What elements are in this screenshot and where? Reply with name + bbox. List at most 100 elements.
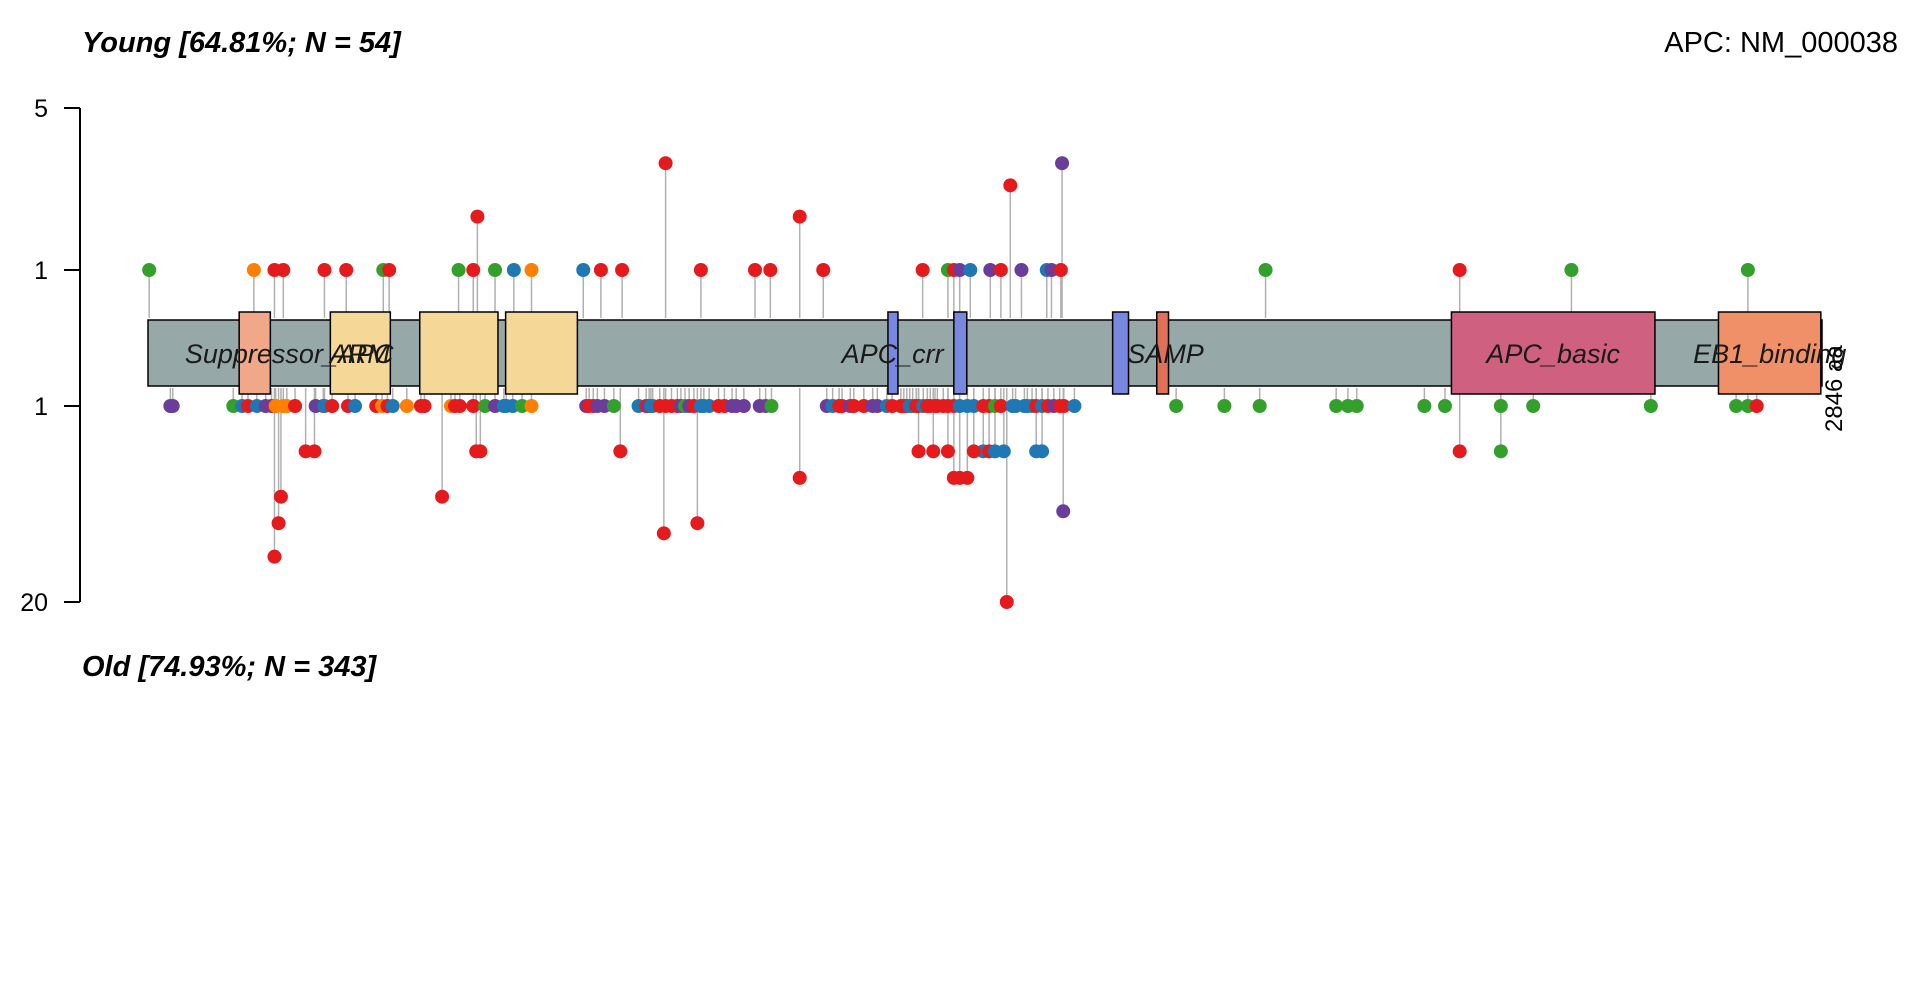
- top-mutation-dot: [470, 209, 485, 224]
- top-mutation-dot: [1740, 263, 1755, 277]
- y-tick-label: 5: [34, 95, 48, 123]
- domain-label: ARM: [328, 339, 391, 369]
- bottom-mutation-dot: [764, 399, 779, 413]
- top-mutation-dot: [317, 263, 332, 277]
- bottom-mutation-dot: [399, 399, 414, 413]
- top-mutation-dot: [963, 263, 978, 277]
- top-mutation-dot: [382, 263, 397, 277]
- bottom-mutation-dot: [1452, 444, 1467, 459]
- top-mutation-dot: [763, 263, 778, 277]
- y-tick-label: 1: [34, 257, 48, 285]
- bottom-mutation-dot: [452, 399, 467, 413]
- protein-domain: [418, 311, 499, 395]
- top-mutation-dot: [142, 263, 157, 277]
- bottom-mutation-dot: [1349, 399, 1364, 413]
- bottom-mutation-dot: [1035, 444, 1050, 459]
- protein-domain: [238, 311, 272, 395]
- protein-domain: [953, 311, 968, 395]
- bottom-mutation-dot: [993, 399, 1008, 413]
- bottom-mutation-dot: [966, 444, 981, 459]
- domain-label: APC_crr: [840, 339, 945, 369]
- top-mutation-dot: [983, 263, 998, 277]
- top-mutation-dot: [1564, 263, 1579, 277]
- bottom-mutation-dot: [960, 470, 975, 485]
- top-mutation-dot: [506, 263, 521, 277]
- protein-domain: [1717, 311, 1822, 395]
- top-mutation-dot: [339, 263, 354, 277]
- bottom-mutation-dot: [1067, 399, 1082, 413]
- y-tick-label: 20: [20, 589, 48, 617]
- top-mutation-dot: [451, 263, 466, 277]
- top-mutation-dot: [524, 263, 539, 277]
- protein-domain: [887, 311, 899, 395]
- bottom-mutation-dot: [1056, 504, 1071, 519]
- bottom-mutation-dot: [1729, 399, 1744, 413]
- bottom-mutation-dot: [911, 444, 926, 459]
- domain-label: Suppressor_APC: [185, 339, 394, 369]
- bottom-group-title: Old [74.93%; N = 343]: [82, 651, 377, 683]
- bottom-mutation-dot: [690, 516, 705, 531]
- bottom-mutation-dot: [1417, 399, 1432, 413]
- top-mutation-dot: [276, 263, 291, 277]
- bottom-mutation-dot: [1169, 399, 1184, 413]
- top-mutation-dot: [246, 263, 261, 277]
- bottom-mutation-dot: [926, 444, 941, 459]
- protein-domain: [504, 311, 579, 395]
- top-mutation-dot: [1452, 263, 1467, 277]
- bottom-mutation-dot: [1526, 399, 1541, 413]
- bottom-mutation-dot: [466, 399, 481, 413]
- protein-domain: [1111, 311, 1130, 395]
- bottom-mutation-dot: [846, 399, 861, 413]
- top-mutation-dot: [792, 209, 807, 224]
- protein-domain: [1156, 311, 1170, 395]
- bottom-mutation-dot: [999, 595, 1014, 609]
- bottom-mutation-dot: [473, 444, 488, 459]
- bottom-mutation-dot: [1056, 399, 1071, 413]
- top-mutation-dot: [466, 263, 481, 277]
- bottom-mutation-dot: [435, 489, 450, 504]
- bottom-mutation-dot: [271, 516, 286, 531]
- protein-domain: [329, 311, 392, 395]
- bottom-mutation-dot: [606, 399, 621, 413]
- bottom-mutation-dot: [940, 444, 955, 459]
- top-mutation-dot: [1055, 156, 1070, 171]
- top-mutation-dot: [693, 263, 708, 277]
- top-mutation-dot: [993, 263, 1008, 277]
- bottom-mutation-dot: [736, 399, 751, 413]
- top-mutation-dot: [952, 263, 967, 277]
- bottom-mutation-dot: [613, 444, 628, 459]
- protein-length-label: 2846 aa: [1821, 345, 1848, 432]
- top-mutation-dot: [1258, 263, 1273, 277]
- dots-layer: [142, 156, 1764, 609]
- bottom-mutation-dot: [273, 489, 288, 504]
- bottom-mutation-dot: [1217, 399, 1232, 413]
- bottom-mutation-dot: [348, 399, 363, 413]
- bottom-mutation-dot: [1437, 399, 1452, 413]
- top-mutation-dot: [576, 263, 591, 277]
- bottom-mutation-dot: [1329, 399, 1344, 413]
- bottom-mutation-dot: [996, 444, 1011, 459]
- protein-layer: [147, 311, 1823, 395]
- bottom-mutation-dot: [1252, 399, 1267, 413]
- bottom-mutation-dot: [165, 399, 180, 413]
- bottom-mutation-dot: [1749, 399, 1764, 413]
- top-mutation-dot: [658, 156, 673, 171]
- top-mutation-dot: [1003, 178, 1018, 193]
- bottom-mutation-dot: [307, 444, 322, 459]
- bottom-mutation-dot: [385, 399, 400, 413]
- bottom-mutation-dot: [478, 399, 493, 413]
- bottom-mutation-dot: [325, 399, 340, 413]
- top-mutation-dot: [816, 263, 831, 277]
- top-mutation-dot: [615, 263, 630, 277]
- y-axis: 5 1 1 20: [20, 95, 81, 617]
- bottom-mutation-dot: [524, 399, 539, 413]
- top-mutation-dot: [748, 263, 763, 277]
- top-group-title: Young [64.81%; N = 54]: [82, 27, 402, 59]
- domain-label: APC_basic: [1484, 339, 1620, 369]
- protein-domain: [1450, 311, 1656, 395]
- top-mutation-dot: [488, 263, 503, 277]
- domain-label: SAMP: [1127, 339, 1204, 369]
- top-mutation-dot: [1014, 263, 1029, 277]
- bottom-mutation-dot: [656, 526, 671, 541]
